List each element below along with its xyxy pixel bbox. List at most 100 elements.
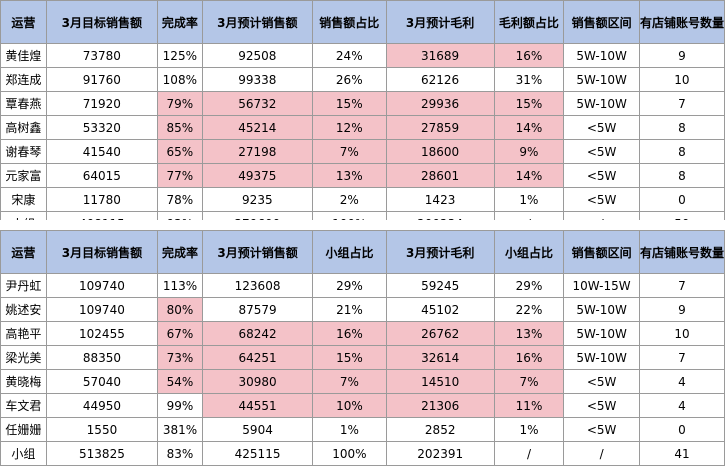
table-cell: 59245 xyxy=(385,273,495,298)
table-cell: 13% xyxy=(493,321,565,346)
table-cell: 108% xyxy=(156,67,203,92)
table-cell: 16% xyxy=(493,43,565,68)
table-cell: 元家富 xyxy=(0,163,47,188)
table-cell: 71920 xyxy=(45,91,158,116)
table-cell: 覃春燕 xyxy=(0,91,47,116)
table-cell: 11780 xyxy=(45,187,158,212)
table-cell: 18600 xyxy=(385,139,495,164)
col-header: 3月预计毛利 xyxy=(385,0,495,44)
table-cell: 7 xyxy=(638,91,725,116)
table-cell: <5W xyxy=(563,163,640,188)
table-cell: 9 xyxy=(638,297,725,322)
table-cell: 29% xyxy=(493,273,565,298)
table-cell: 88350 xyxy=(45,345,159,370)
table-cell: 21% xyxy=(312,297,387,322)
col-header: 3月目标销售额 xyxy=(45,230,159,274)
table-cell: 99% xyxy=(157,393,203,418)
table-cell: 黄佳煌 xyxy=(0,43,47,68)
table-cell: 31689 xyxy=(385,43,495,68)
table-row: 黄佳煌 73780 125% 92508 24% 31689 16% 5W-10W 9 xyxy=(0,43,725,68)
table-cell: 任姗姗 xyxy=(0,417,47,442)
table-cell: 68242 xyxy=(201,321,314,346)
table-cell: 4 xyxy=(638,369,725,394)
table-cell: 车文君 xyxy=(0,393,47,418)
table-cell: 29% xyxy=(312,273,387,298)
table-cell: 10 xyxy=(638,67,725,92)
table-cell: 16% xyxy=(493,345,565,370)
table-body: 黄佳煌 73780 125% 92508 24% 31689 16% 5W-10W 9 郑连成 91… xyxy=(0,43,725,236)
table-cell: 30980 xyxy=(201,369,314,394)
table-cell: 5W-10W xyxy=(563,297,640,322)
col-header: 3月预计销售额 xyxy=(201,0,313,44)
table-cell: 14510 xyxy=(385,369,495,394)
table-cell: 125% xyxy=(156,43,203,68)
col-header: 销售额区间 xyxy=(563,230,640,274)
table-cell: 21306 xyxy=(385,393,495,418)
table-cell: 5W-10W xyxy=(563,43,640,68)
table-cell: 4 xyxy=(638,393,725,418)
table-cell: 宋康 xyxy=(0,187,47,212)
table-cell: 32614 xyxy=(385,345,495,370)
table-cell: 尹丹虹 xyxy=(0,273,47,298)
table-cell: <5W xyxy=(563,115,640,140)
col-header: 有店铺账号数量 xyxy=(638,0,725,44)
table-cell: 7 xyxy=(638,273,725,298)
table-cell: 45214 xyxy=(201,115,313,140)
table-cell: 67% xyxy=(157,321,203,346)
table-cell: 92508 xyxy=(201,43,313,68)
table-cell: 425115 xyxy=(201,441,314,466)
table-cell: 7% xyxy=(312,369,387,394)
table-row: 小组 513825 83% 425115 100% 202391//41 xyxy=(0,441,725,466)
table-row: 谢春琴 41540 65% 27198 7% 18600 9% <5W 8 xyxy=(0,139,725,164)
table-row: 任姗姗 1550 381% 5904 1% 2852 1% <5W 0 xyxy=(0,417,725,442)
table-cell: 381% xyxy=(157,417,203,442)
table-cell: / xyxy=(493,441,565,466)
table-cell: 5W-10W xyxy=(563,321,640,346)
col-header: 小组占比 xyxy=(312,230,387,274)
table-row: 车文君 44950 99% 44551 10% 21306 11% <5W 4 xyxy=(0,393,725,418)
col-header: 运营 xyxy=(0,230,47,274)
table-cell: 102455 xyxy=(45,321,159,346)
table-cell: 梁光美 xyxy=(0,345,47,370)
table-cell: 7% xyxy=(493,369,565,394)
table-cell: 41540 xyxy=(45,139,158,164)
table-cell: 8 xyxy=(638,115,725,140)
table-row: 覃春燕 71920 79% 56732 15% 29936 15% 5W-10W 7 xyxy=(0,91,725,116)
table-gap xyxy=(0,220,725,230)
table-cell: <5W xyxy=(563,187,640,212)
table-cell: 65% xyxy=(156,139,203,164)
table-cell: 5W-10W xyxy=(563,345,640,370)
header-row: 运营 3月目标销售额 完成率 3月预计销售额 销售额占比 3月预计毛利 毛利额占… xyxy=(0,0,725,44)
table-cell: 56732 xyxy=(201,91,313,116)
table-cell: 73780 xyxy=(45,43,158,68)
col-header: 运营 xyxy=(0,0,47,44)
table-cell: 8 xyxy=(638,139,725,164)
table-cell: 11% xyxy=(493,393,565,418)
table-row: 尹丹虹 109740 113% 123608 29% 59245 29% 10W-15W 7 xyxy=(0,273,725,298)
col-header: 完成率 xyxy=(157,230,203,274)
table-cell: 9 xyxy=(638,43,725,68)
table-cell: 100% xyxy=(312,441,387,466)
table-cell: 85% xyxy=(156,115,203,140)
table-cell: 姚述安 xyxy=(0,297,47,322)
table-cell: 78% xyxy=(156,187,203,212)
table-row: 黄晓梅 57040 54% 30980 7% 14510 7% <5W 4 xyxy=(0,369,725,394)
table-cell: 14% xyxy=(493,115,565,140)
table-cell: 99338 xyxy=(201,67,313,92)
table-cell: 41 xyxy=(638,441,725,466)
col-header: 毛利额占比 xyxy=(493,0,565,44)
table-cell: 77% xyxy=(156,163,203,188)
table-cell: 83% xyxy=(157,441,203,466)
table-cell: 57040 xyxy=(45,369,159,394)
sales-table-group-1: 运营 3月目标销售额 完成率 3月预计销售额 销售额占比 3月预计毛利 毛利额占… xyxy=(0,0,725,236)
table-row: 宋康 11780 78% 9235 2% 1423 1% <5W 0 xyxy=(0,187,725,212)
table-cell: 0 xyxy=(638,417,725,442)
table-cell: 16% xyxy=(312,321,387,346)
table-cell: 15% xyxy=(311,91,387,116)
table-cell: 0 xyxy=(638,187,725,212)
table-cell: <5W xyxy=(563,369,640,394)
table-cell: 45102 xyxy=(385,297,495,322)
table-cell: 12% xyxy=(311,115,387,140)
table-cell: 87579 xyxy=(201,297,314,322)
table-cell: 44950 xyxy=(45,393,159,418)
